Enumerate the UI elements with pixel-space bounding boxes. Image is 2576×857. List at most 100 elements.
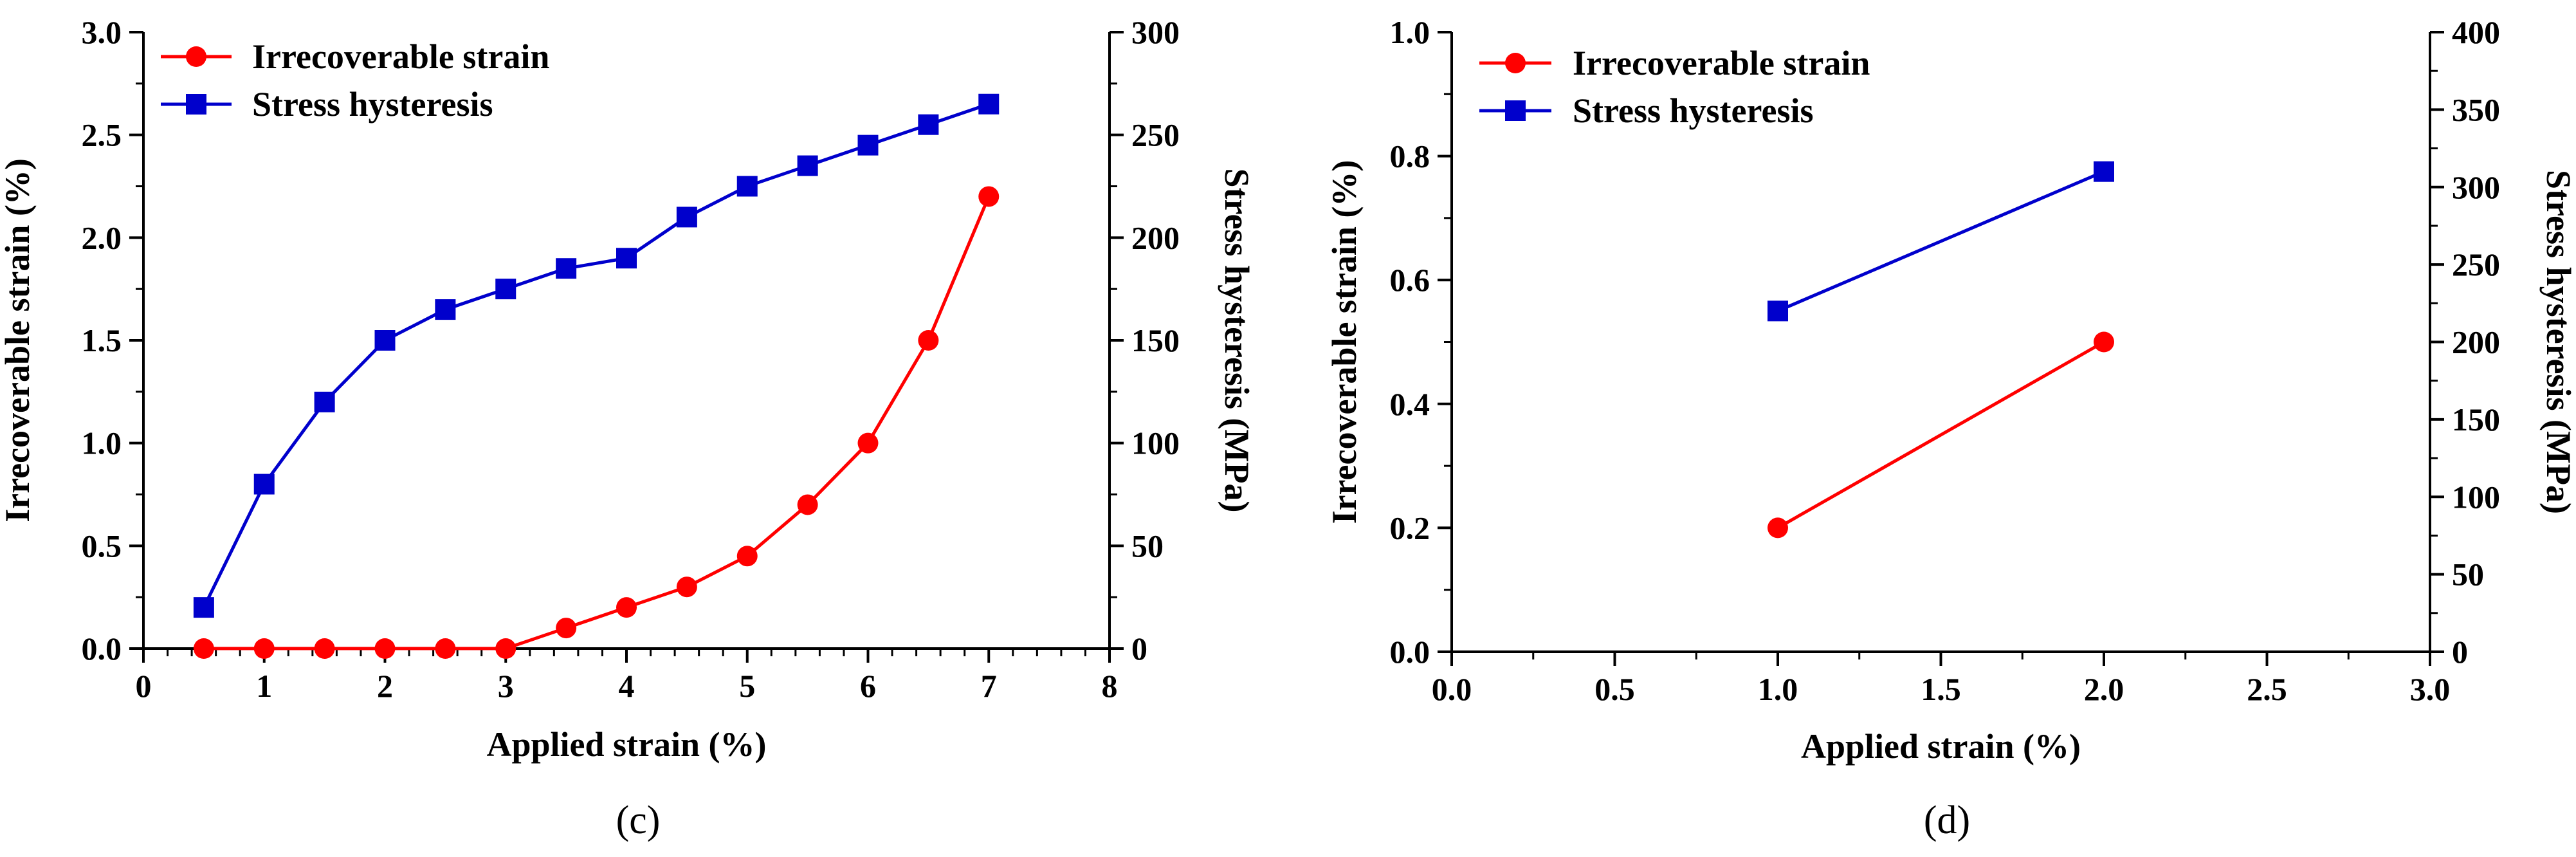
data-point-irrecoverable-strain — [556, 618, 577, 639]
x-tick-label: 8 — [1102, 668, 1118, 704]
data-point-irrecoverable-strain — [2094, 331, 2114, 353]
data-point-irrecoverable-strain — [253, 638, 275, 659]
x-tick-label: 0.5 — [1594, 671, 1635, 707]
data-point-stress-hysteresis — [978, 93, 1000, 115]
y-right-tick-label: 100 — [1131, 425, 1180, 461]
y-right-tick-label: 400 — [2452, 14, 2500, 50]
data-point-stress-hysteresis — [1768, 300, 1788, 322]
legend-label: Stress hysteresis — [252, 85, 493, 124]
x-tick-label: 7 — [981, 668, 997, 704]
data-point-irrecoverable-strain — [374, 638, 396, 659]
chart-panel-c: 0 1 2 3 4 5 6 7 8 0.0 0.5 1.0 1.5 2.0 2.5 3.0 0 50 100 150 2… — [0, 14, 1256, 842]
y-left-tick-label: 0.6 — [1390, 262, 1430, 298]
data-point-irrecoverable-strain — [736, 546, 758, 567]
x-tick-label: 0 — [136, 668, 152, 704]
y-left-tick-label: 2.0 — [82, 219, 122, 255]
data-point-stress-hysteresis — [736, 176, 758, 197]
data-point-irrecoverable-strain — [1768, 517, 1788, 539]
y-right-axis-title: Stress hysteresis (MPa) — [2539, 170, 2576, 514]
legend-label: Irrecoverable strain — [252, 37, 549, 76]
x-tick-label: 1 — [256, 668, 272, 704]
data-point-stress-hysteresis — [616, 248, 637, 269]
x-tick-label: 5 — [739, 668, 755, 704]
data-point-stress-hysteresis — [193, 597, 214, 618]
y-left-tick-label: 0.2 — [1390, 510, 1430, 546]
data-point-irrecoverable-strain — [193, 638, 214, 659]
y-left-tick-label: 0.5 — [82, 528, 122, 564]
chart-panel-d: 0.0 0.5 1.0 1.5 2.0 2.5 3.0 0.0 0.2 0.4 0.6 0.8 1.0 0… — [1325, 14, 2576, 842]
data-point-irrecoverable-strain — [857, 432, 879, 454]
data-point-stress-hysteresis — [857, 134, 879, 156]
x-tick-label: 2 — [377, 668, 393, 704]
y-left-tick-label: 0.0 — [1390, 634, 1430, 670]
y-right-tick-label: 300 — [1131, 14, 1180, 50]
data-point-stress-hysteresis — [918, 114, 939, 135]
y-left-tick-label: 0.8 — [1390, 138, 1430, 174]
y-left-tick-label: 2.5 — [82, 117, 122, 153]
y-right-tick-label: 0 — [1131, 631, 1147, 667]
data-point-stress-hysteresis — [314, 391, 335, 412]
data-point-stress-hysteresis — [374, 330, 396, 351]
x-tick-label: 1.5 — [1921, 671, 1961, 707]
y-right-tick-label: 300 — [2452, 169, 2500, 205]
data-point-irrecoverable-strain — [978, 186, 1000, 207]
series-line-stress-hysteresis — [1777, 170, 2105, 313]
y-left-tick-label: 1.0 — [82, 425, 122, 461]
data-point-irrecoverable-strain — [435, 638, 456, 659]
y-right-tick-label: 150 — [2452, 401, 2500, 438]
x-tick-label: 3 — [498, 668, 514, 704]
legend-marker-circle — [1505, 53, 1526, 73]
data-point-irrecoverable-strain — [918, 330, 939, 351]
legend-marker-circle — [186, 46, 206, 67]
y-right-tick-label: 250 — [2452, 246, 2500, 282]
x-axis-title: Applied strain (%) — [1801, 727, 2081, 766]
panel-label: (d) — [1924, 798, 1970, 842]
y-right-tick-label: 250 — [1131, 117, 1180, 153]
data-point-irrecoverable-strain — [676, 576, 697, 598]
y-left-axis-title: Irrecoverable strain (%) — [1325, 160, 1364, 524]
y-right-tick-label: 100 — [2452, 479, 2500, 515]
x-tick-label: 6 — [860, 668, 876, 704]
legend-label: Irrecoverable strain — [1573, 44, 1870, 82]
series-line-stress-hysteresis — [202, 102, 990, 609]
data-point-stress-hysteresis — [556, 258, 577, 279]
data-point-irrecoverable-strain — [495, 638, 516, 659]
x-tick-label: 2.0 — [2084, 671, 2124, 707]
y-right-tick-label: 50 — [1131, 528, 1164, 564]
y-left-tick-label: 0.0 — [82, 631, 122, 667]
y-right-axis-title: Stress hysteresis (MPa) — [1218, 169, 1256, 513]
panel-label: (c) — [616, 798, 661, 842]
y-left-tick-label: 3.0 — [82, 14, 122, 50]
legend-label: Stress hysteresis — [1573, 91, 1814, 130]
x-tick-label: 1.0 — [1758, 671, 1798, 707]
y-right-tick-label: 350 — [2452, 91, 2500, 127]
data-point-irrecoverable-strain — [314, 638, 335, 659]
data-point-stress-hysteresis — [797, 155, 818, 176]
x-tick-label: 4 — [619, 668, 635, 704]
y-left-tick-label: 1.0 — [1390, 14, 1430, 50]
x-tick-label: 0.0 — [1432, 671, 1472, 707]
data-point-stress-hysteresis — [253, 474, 275, 495]
y-right-tick-label: 200 — [2452, 324, 2500, 360]
y-left-tick-label: 1.5 — [82, 322, 122, 358]
y-left-axis-title: Irrecoverable strain (%) — [0, 158, 37, 522]
y-right-tick-label: 200 — [1131, 219, 1180, 255]
legend-marker-square — [1505, 100, 1526, 121]
data-point-stress-hysteresis — [676, 207, 697, 228]
legend-marker-square — [186, 94, 206, 115]
legend: Irrecoverable strain Stress hysteresis — [1479, 44, 1870, 130]
y-right-tick-label: 150 — [1131, 322, 1180, 358]
series-line-irrecoverable-strain — [1777, 340, 2105, 530]
data-point-stress-hysteresis — [495, 279, 516, 300]
x-tick-label: 3.0 — [2410, 671, 2451, 707]
legend: Irrecoverable strain Stress hysteresis — [161, 37, 549, 124]
y-right-tick-label: 0 — [2452, 634, 2468, 670]
y-right-tick-label: 50 — [2452, 557, 2484, 593]
x-axis-title: Applied strain (%) — [486, 725, 766, 764]
data-point-stress-hysteresis — [435, 299, 456, 320]
y-left-tick-label: 0.4 — [1390, 386, 1430, 422]
data-point-irrecoverable-strain — [616, 597, 637, 618]
data-point-irrecoverable-strain — [797, 494, 818, 515]
x-tick-label: 2.5 — [2247, 671, 2287, 707]
